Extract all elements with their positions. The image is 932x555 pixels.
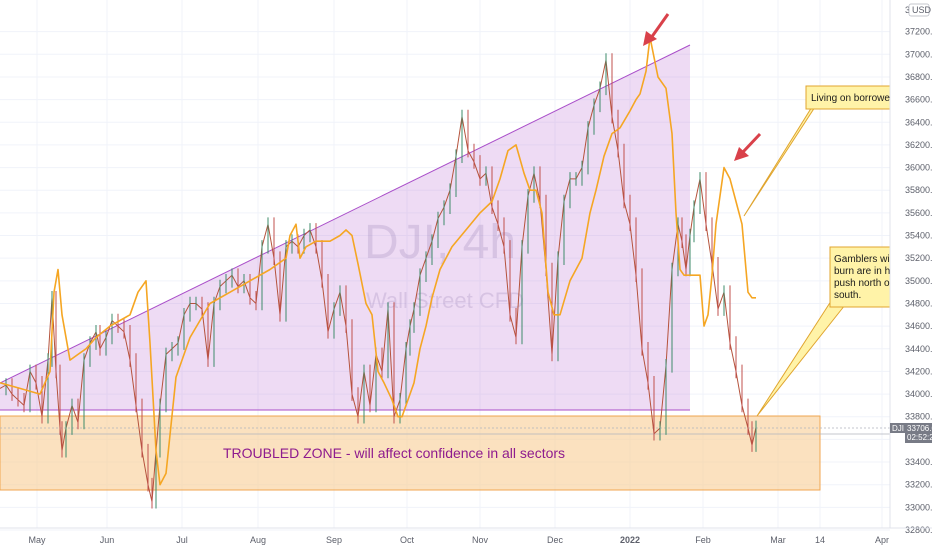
price-axis-top-label: 3: [905, 5, 910, 15]
callout-2-line-2: burn are in here! S: [834, 266, 917, 277]
callout-2-line-1: Gamblers with mo: [834, 254, 915, 265]
arrow-second-peak[interactable]: [734, 132, 762, 161]
callout-1-line-1: Living on borrowed time: [811, 93, 918, 104]
y-tick-label: 35600.0: [905, 208, 932, 218]
watermark-symbol: DJI, 4h: [364, 216, 516, 269]
y-tick-label: 33800.0: [905, 412, 932, 422]
y-tick-label: 34600.0: [905, 321, 932, 331]
x-tick-label: 2022: [620, 535, 640, 545]
x-tick-label: Nov: [472, 535, 489, 545]
y-tick-label: 36200.0: [905, 140, 932, 150]
y-tick-label: 36400.0: [905, 117, 932, 127]
bar-countdown: 02:52:26: [907, 433, 932, 442]
callout-living-on-borrowed-time[interactable]: Living on borrowed time: [743, 85, 918, 217]
callout-2-line-4: south.: [834, 290, 861, 301]
wedge-upper-trendline[interactable]: [0, 44, 691, 384]
x-tick-label: Aug: [250, 535, 266, 545]
y-tick-label: 33400.0: [905, 457, 932, 467]
y-tick-label: 34400.0: [905, 344, 932, 354]
x-tick-label: Jun: [100, 535, 115, 545]
y-tick-label: 33200.0: [905, 480, 932, 490]
y-tick-label: 34200.0: [905, 366, 932, 376]
callout-2-line-3: push north others: [834, 278, 912, 289]
x-tick-label: Apr: [875, 535, 889, 545]
arrow-top-peak[interactable]: [643, 13, 670, 46]
currency-badge[interactable]: [908, 3, 930, 17]
y-tick-label: 37000.0: [905, 49, 932, 59]
price-axis[interactable]: 32800.033000.033200.033400.033600.033800…: [905, 27, 932, 535]
y-tick-label: 34000.0: [905, 389, 932, 399]
x-tick-label: Oct: [400, 535, 415, 545]
y-tick-label: 32800.0: [905, 525, 932, 535]
currency-label: USD: [912, 5, 932, 15]
y-tick-label: 36800.0: [905, 72, 932, 82]
y-tick-label: 33000.0: [905, 502, 932, 512]
series-layer: [0, 36, 757, 509]
y-tick-label: 35400.0: [905, 231, 932, 241]
y-tick-label: 35800.0: [905, 185, 932, 195]
y-tick-label: 35200.0: [905, 253, 932, 263]
troubled-zone-label: TROUBLED ZONE - will affect confidence i…: [223, 445, 565, 461]
x-tick-label: Dec: [547, 535, 564, 545]
y-tick-label: 34800.0: [905, 298, 932, 308]
x-tick-label: Jul: [176, 535, 188, 545]
callout-gamblers[interactable]: Gamblers with mo burn are in here! S pus…: [756, 246, 917, 417]
overlay-line[interactable]: [0, 36, 756, 486]
watermark-subtitle: Wall Street CFD: [366, 288, 524, 313]
x-tick-label: Sep: [326, 535, 342, 545]
y-tick-label: 36600.0: [905, 95, 932, 105]
x-tick-label: May: [28, 535, 46, 545]
y-tick-label: 36000.0: [905, 163, 932, 173]
x-tick-label: Feb: [695, 535, 711, 545]
price-axis-background: [890, 0, 932, 550]
x-tick-label: 14: [815, 535, 825, 545]
y-tick-label: 37200.0: [905, 27, 932, 37]
x-tick-label: Mar: [770, 535, 786, 545]
symbol-tag: DJI: [892, 424, 904, 433]
last-price-tag[interactable]: DJI 33706.0 02:52:26: [890, 423, 932, 443]
time-axis[interactable]: May Jun Jul Aug Sep Oct Nov Dec 2022 Feb Mar 14 Apr: [28, 535, 889, 545]
last-price-value: 33706.0: [907, 424, 932, 433]
y-tick-label: 35000.0: [905, 276, 932, 286]
